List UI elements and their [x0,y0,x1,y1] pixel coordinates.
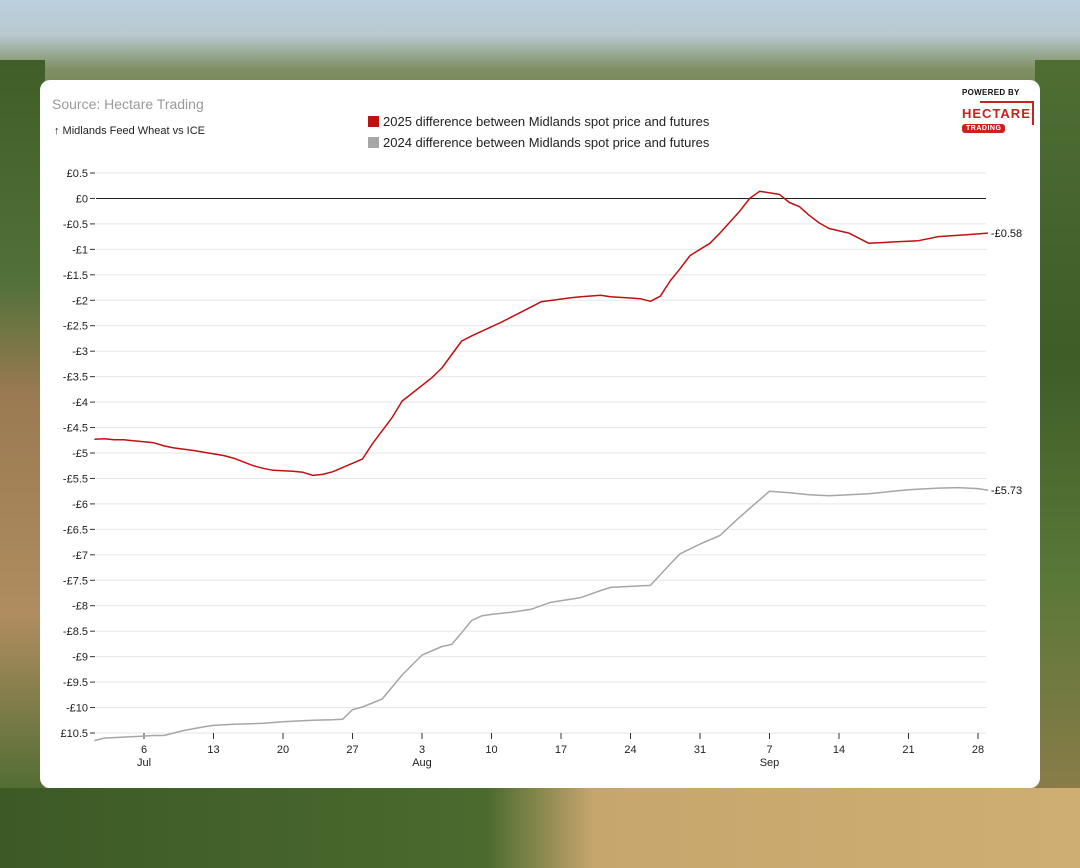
y-tick-label: -£5 [72,448,88,460]
y-tick-label: -£8.5 [63,626,88,638]
chart-card: Source: Hectare Trading ↑ Midlands Feed … [40,80,1040,788]
y-tick-label: -£1 [72,244,88,256]
y-tick-label: -£8 [72,601,88,613]
logo-powered-by: POWERED BY [962,88,1020,97]
y-tick-label: -£3 [72,346,88,358]
y-axis: £0.5 £0 -£0.5 -£1 -£1.5 -£2 -£2.5 -£3 -£3.5 -£4 -£… [60,168,95,740]
end-label-2025: -£0.58 [991,228,1022,240]
x-tick-label: 24 [624,744,636,756]
x-tick-label: 21 [902,744,914,756]
background-photo-left [0,60,45,800]
legend-swatch-2025 [368,116,379,127]
legend: 2025 difference between Midlands spot pr… [368,111,709,153]
y-tick-label: -£4 [72,397,88,409]
grid-lines [96,172,986,734]
x-tick-label: 7 [766,744,772,756]
x-month-label: Aug [412,757,432,769]
x-tick-label: 27 [346,744,358,756]
x-tick-label: 20 [277,744,289,756]
y-tick-label: £0 [76,193,88,205]
y-tick-label: -£2 [72,295,88,307]
y-tick-label: £0.5 [67,168,88,180]
y-tick-label: -£3.5 [63,372,88,384]
background-photo-right [1035,60,1080,800]
y-axis-title: ↑ Midlands Feed Wheat vs ICE [54,125,206,137]
y-tick-label: £10.5 [60,728,88,740]
x-month-label: Sep [760,757,780,769]
series-line-2024 [94,486,989,742]
x-month-label: Jul [137,757,151,769]
y-tick-label: -£1.5 [63,270,88,282]
logo-bracket-shape [980,101,1034,125]
y-tick-label: -£7.5 [63,575,88,587]
x-tick-label: 28 [972,744,984,756]
background-photo-bottom [0,788,1080,868]
legend-swatch-2024 [368,137,379,148]
logo-tag: TRADING [962,124,1006,133]
y-tick-label: -£9 [72,652,88,664]
end-label-2024: -£5.73 [991,485,1022,497]
hectare-trading-logo: POWERED BY HECTARE TRADING [962,88,1036,142]
x-tick-label: 17 [555,744,567,756]
x-tick-label: 10 [485,744,497,756]
x-tick-label: 14 [833,744,845,756]
y-tick-label: -£9.5 [63,677,88,689]
x-tick-label: 6 [141,744,147,756]
logo-wordmark: HECTARE [962,106,1031,121]
y-tick-label: -£10 [66,703,88,715]
series-line-2025 [94,190,988,477]
y-tick-label: -£4.5 [63,423,88,435]
y-tick-label: -£5.5 [63,473,88,485]
legend-item-2025[interactable]: 2025 difference between Midlands spot pr… [368,111,709,132]
x-tick-label: 13 [207,744,219,756]
legend-label-2024: 2024 difference between Midlands spot pr… [383,135,710,150]
y-tick-label: -£2.5 [63,321,88,333]
y-tick-label: -£6 [72,499,88,511]
y-tick-label: -£0.5 [63,219,88,231]
x-tick-label: 3 [419,744,425,756]
series-lines [94,190,989,742]
x-tick-label: 31 [694,744,706,756]
legend-item-2024[interactable]: 2024 difference between Midlands spot pr… [368,132,709,153]
source-label: Source: Hectare Trading [52,96,204,112]
y-tick-label: -£7 [72,550,88,562]
legend-label-2025: 2025 difference between Midlands spot pr… [383,114,710,129]
end-labels: -£0.58 -£5.73 [991,228,1022,497]
line-chart: £0.5 £0 -£0.5 -£1 -£1.5 -£2 -£2.5 -£3 -£3.5 -£4 -£… [60,168,1022,769]
y-tick-label: -£6.5 [63,524,88,536]
